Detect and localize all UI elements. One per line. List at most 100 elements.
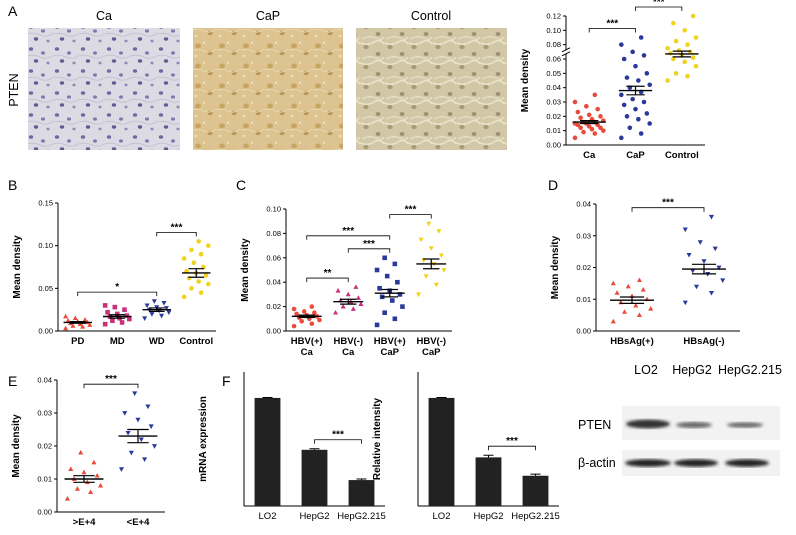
y-tick-label: 0.03 xyxy=(546,98,561,107)
data-point xyxy=(291,323,297,329)
sem-bar xyxy=(619,296,645,304)
y-tick-label: 0.02 xyxy=(576,263,591,272)
data-point xyxy=(340,303,346,309)
x-tick-label: PD xyxy=(71,336,84,347)
data-point xyxy=(619,42,624,47)
data-point xyxy=(586,112,592,118)
data-point xyxy=(690,55,696,60)
data-point xyxy=(708,291,715,296)
y-tick-label: 0.04 xyxy=(266,278,281,287)
significance-label: *** xyxy=(363,239,375,250)
significance-bracket xyxy=(488,445,536,451)
data-point xyxy=(665,45,670,51)
data-point xyxy=(110,318,115,324)
image-title: Ca xyxy=(96,9,112,23)
data-point xyxy=(673,38,679,44)
y-axis-label: Mean density xyxy=(12,235,23,299)
x-tick-label: HBV(-) Ca xyxy=(333,336,363,358)
data-point xyxy=(668,50,673,56)
axis-break xyxy=(561,47,571,53)
significance-label: *** xyxy=(105,374,117,385)
data-point xyxy=(122,411,128,416)
data-point xyxy=(614,290,620,295)
data-point xyxy=(317,317,322,323)
significance-label: *** xyxy=(606,19,618,30)
data-point xyxy=(309,321,315,326)
data-point xyxy=(682,28,687,33)
significance-bracket xyxy=(314,439,362,444)
data-point xyxy=(638,35,644,40)
y-tick-label: 0.04 xyxy=(576,200,591,209)
data-point xyxy=(686,252,692,258)
data-point xyxy=(374,267,380,273)
y-tick-label: 0.00 xyxy=(576,327,591,336)
data-point xyxy=(124,313,130,318)
y-tick-label: 0.10 xyxy=(266,205,281,214)
data-point xyxy=(142,457,148,462)
data-point xyxy=(105,309,110,315)
data-point xyxy=(436,229,442,234)
data-point xyxy=(644,111,650,116)
data-point xyxy=(142,316,148,321)
data-point xyxy=(119,320,125,325)
data-point xyxy=(685,42,690,47)
significance-label: * xyxy=(115,282,119,293)
x-tick-label: LO2 xyxy=(433,511,451,522)
data-point xyxy=(294,311,299,317)
data-point xyxy=(601,128,606,133)
y-tick-label: 0.00 xyxy=(38,327,53,336)
data-point xyxy=(586,124,592,129)
chart: 0.00 0.05 0.10 0.15 Mean density PD MD WD Contro… xyxy=(12,199,216,347)
sem-bar xyxy=(298,314,315,319)
data-point xyxy=(441,268,447,273)
data-point xyxy=(621,309,628,314)
data-point xyxy=(358,301,364,306)
data-point xyxy=(636,78,641,83)
data-point xyxy=(70,323,76,328)
significance-label: *** xyxy=(332,430,344,441)
data-point xyxy=(196,279,201,284)
data-point xyxy=(64,496,71,501)
data-point xyxy=(189,286,194,291)
x-tick-label-line: HBV(+) xyxy=(374,336,406,347)
significance-bracket xyxy=(631,207,705,212)
x-tick-label: WD xyxy=(149,336,165,347)
sem-bar xyxy=(127,428,149,444)
lane-label: HepG2.215 xyxy=(718,363,782,377)
sem-bar xyxy=(579,120,599,125)
data-point xyxy=(682,300,688,306)
x-tick-label: CaP xyxy=(626,150,645,161)
data-point xyxy=(397,292,403,297)
x-tick-label: HBV(-) CaP xyxy=(416,336,446,358)
x-tick-label: HepG2 xyxy=(473,511,503,522)
panel-label: E xyxy=(8,373,17,389)
error-bar xyxy=(483,454,494,458)
y-tick-label: 0.03 xyxy=(37,409,52,418)
data-point xyxy=(595,106,600,112)
y-tick-label: 0.06 xyxy=(546,55,561,64)
data-point xyxy=(682,227,688,233)
data-point xyxy=(345,291,351,297)
data-point xyxy=(186,275,192,281)
x-tick-label-line: Ca xyxy=(301,347,314,358)
image-title: Control xyxy=(411,9,451,23)
data-point xyxy=(426,221,432,227)
data-point xyxy=(671,56,676,62)
chart: mRNA expression LO2 HepG2 HepG2.215 *** xyxy=(198,372,386,522)
significance-label: *** xyxy=(506,436,518,447)
data-point xyxy=(122,307,127,312)
significance-bracket xyxy=(156,232,197,237)
data-point xyxy=(189,247,194,253)
y-tick-label: 0.02 xyxy=(37,442,52,451)
data-point xyxy=(641,53,647,58)
panel-label: D xyxy=(548,177,558,193)
data-point xyxy=(196,239,201,244)
data-point xyxy=(97,482,104,488)
x-tick-label: HepG2.215 xyxy=(337,511,386,522)
data-point xyxy=(665,78,670,83)
x-tick-label: Ca xyxy=(583,150,596,161)
data-point xyxy=(161,301,167,306)
data-point xyxy=(633,63,638,69)
image-title: CaP xyxy=(256,9,280,23)
